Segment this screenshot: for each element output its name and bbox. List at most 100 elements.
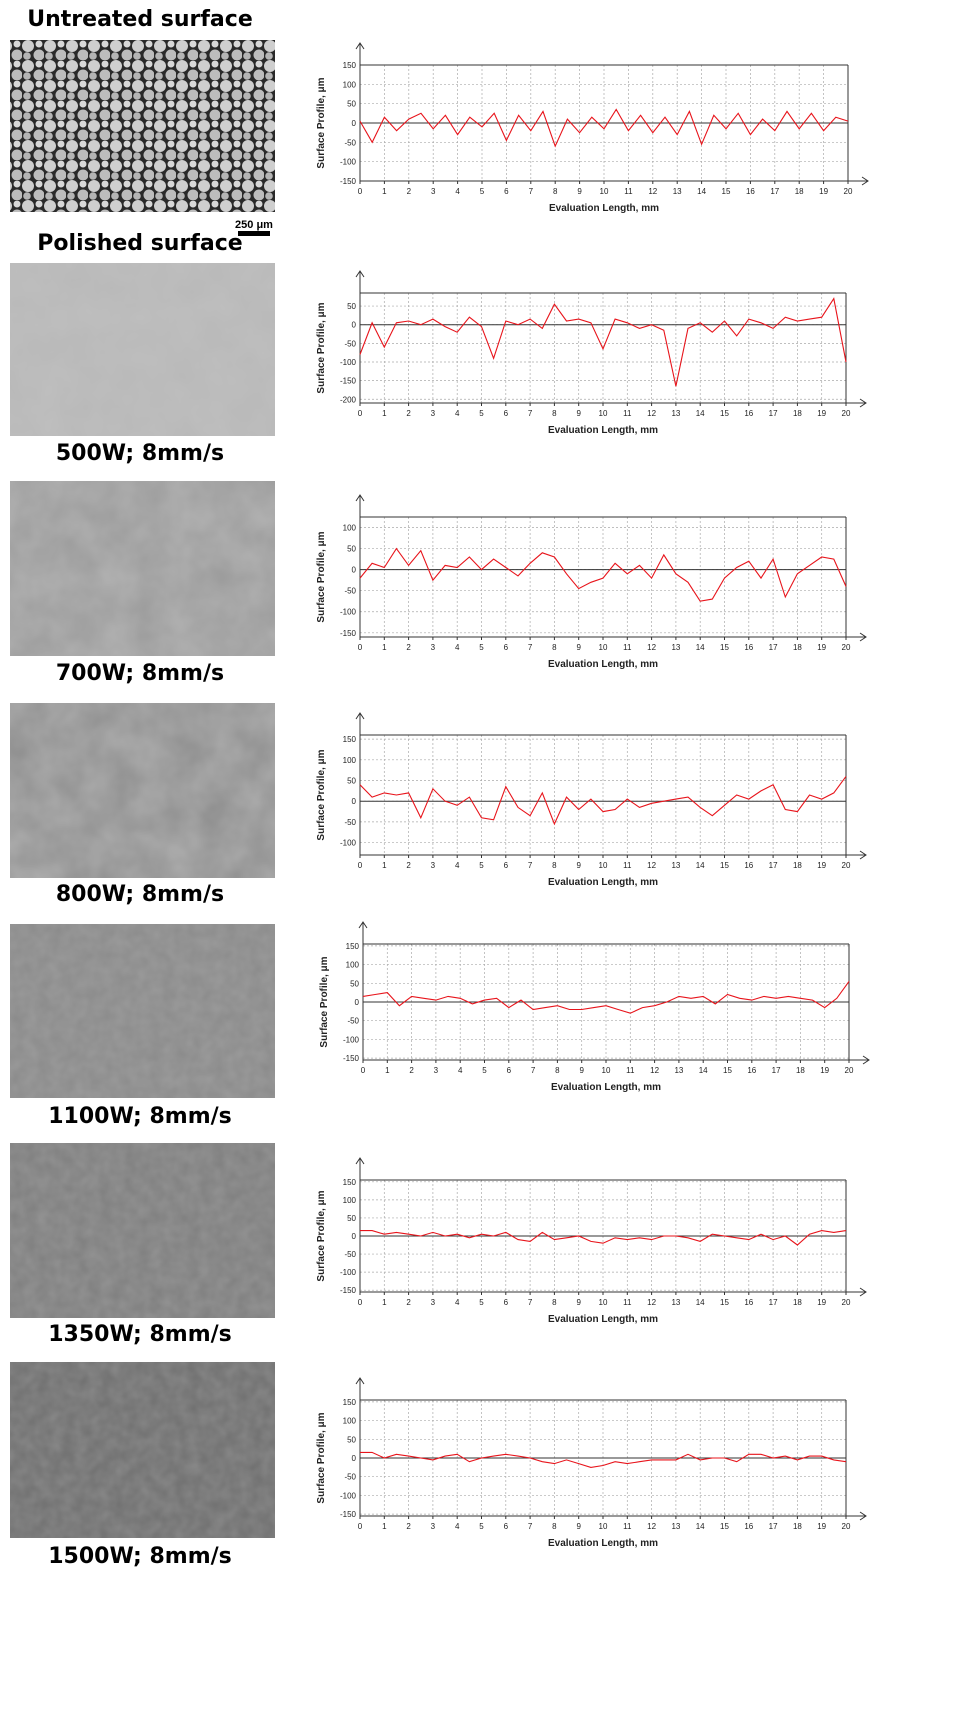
x-tick-label: 6 bbox=[504, 643, 509, 652]
x-tick-label: 7 bbox=[528, 643, 533, 652]
x-tick-label: 19 bbox=[819, 187, 828, 196]
y-axis-label: Surface Profile, μm bbox=[319, 956, 330, 1047]
x-tick-label: 3 bbox=[434, 1066, 439, 1075]
x-tick-label: 14 bbox=[696, 861, 705, 870]
x-tick-label: 19 bbox=[820, 1066, 829, 1075]
x-tick-label: 4 bbox=[455, 1522, 460, 1531]
x-tick-label: 12 bbox=[647, 643, 656, 652]
x-tick-label: 8 bbox=[552, 861, 557, 870]
x-tick-label: 9 bbox=[576, 1522, 581, 1531]
x-tick-label: 6 bbox=[504, 861, 509, 870]
x-tick-label: 18 bbox=[793, 409, 802, 418]
x-tick-label: 11 bbox=[623, 643, 632, 652]
x-axis-label: Evaluation Length, mm bbox=[551, 1082, 661, 1093]
x-tick-label: 0 bbox=[358, 861, 363, 870]
y-tick-label: -50 bbox=[344, 339, 356, 348]
y-tick-label: 150 bbox=[343, 1178, 357, 1187]
x-tick-label: 12 bbox=[648, 187, 657, 196]
x-tick-label: 16 bbox=[744, 1298, 753, 1307]
y-tick-label: 50 bbox=[347, 302, 356, 311]
x-tick-label: 7 bbox=[528, 1298, 533, 1307]
x-tick-label: 8 bbox=[552, 1298, 557, 1307]
y-tick-label: -100 bbox=[343, 1035, 360, 1044]
y-tick-label: -50 bbox=[347, 1017, 359, 1026]
x-tick-label: 5 bbox=[479, 643, 484, 652]
profile-line bbox=[359, 297, 847, 387]
y-tick-label: 100 bbox=[343, 1196, 357, 1205]
y-tick-label: 100 bbox=[343, 80, 357, 89]
x-tick-label: 8 bbox=[555, 1066, 560, 1075]
x-tick-label: 11 bbox=[624, 187, 633, 196]
y-tick-label: 0 bbox=[352, 797, 357, 806]
x-tick-label: 6 bbox=[504, 1298, 509, 1307]
x-tick-label: 15 bbox=[720, 409, 729, 418]
x-tick-label: 9 bbox=[577, 187, 582, 196]
x-tick-label: 9 bbox=[576, 643, 581, 652]
x-tick-label: 5 bbox=[480, 187, 485, 196]
x-axis-label: Evaluation Length, mm bbox=[548, 1314, 658, 1325]
x-tick-label: 11 bbox=[623, 1298, 632, 1307]
image-caption: 1100W; 8mm/s bbox=[48, 1104, 232, 1129]
y-axis-label: Surface Profile, μm bbox=[316, 302, 327, 393]
x-tick-label: 9 bbox=[579, 1066, 584, 1075]
x-tick-label: 13 bbox=[671, 1522, 680, 1531]
y-tick-label: 150 bbox=[343, 61, 357, 70]
x-tick-label: 8 bbox=[553, 187, 558, 196]
x-axis-arrow bbox=[859, 398, 867, 408]
y-axis-arrow bbox=[355, 494, 365, 502]
sem-texture bbox=[10, 703, 275, 878]
x-tick-label: 18 bbox=[793, 1522, 802, 1531]
y-tick-label: -100 bbox=[340, 839, 357, 848]
x-tick-label: 10 bbox=[599, 1522, 608, 1531]
x-tick-label: 17 bbox=[769, 643, 778, 652]
x-tick-label: 18 bbox=[795, 187, 804, 196]
x-tick-label: 0 bbox=[358, 187, 363, 196]
x-tick-label: 1 bbox=[382, 409, 387, 418]
y-tick-label: -100 bbox=[340, 1491, 357, 1500]
y-tick-label: -150 bbox=[340, 177, 357, 186]
x-tick-label: 17 bbox=[769, 409, 778, 418]
x-axis-arrow bbox=[859, 1287, 867, 1297]
x-tick-label: 17 bbox=[769, 1298, 778, 1307]
x-tick-label: 4 bbox=[458, 1066, 463, 1075]
x-tick-label: 3 bbox=[431, 187, 436, 196]
x-tick-label: 20 bbox=[842, 643, 851, 652]
sem-texture bbox=[10, 1143, 275, 1318]
x-tick-label: 20 bbox=[845, 1066, 854, 1075]
x-tick-label: 13 bbox=[674, 1066, 683, 1075]
x-tick-label: 11 bbox=[623, 861, 632, 870]
x-tick-label: 12 bbox=[650, 1066, 659, 1075]
x-tick-label: 13 bbox=[671, 1298, 680, 1307]
x-tick-label: 3 bbox=[431, 643, 436, 652]
x-tick-label: 1 bbox=[382, 643, 387, 652]
sem-texture bbox=[10, 1362, 275, 1538]
x-tick-label: 4 bbox=[455, 1298, 460, 1307]
image-caption: 700W; 8mm/s bbox=[56, 661, 224, 686]
x-tick-label: 12 bbox=[647, 1298, 656, 1307]
x-tick-label: 18 bbox=[793, 643, 802, 652]
x-tick-label: 2 bbox=[406, 409, 411, 418]
x-tick-label: 8 bbox=[552, 409, 557, 418]
x-tick-label: 19 bbox=[817, 1298, 826, 1307]
y-tick-label: -50 bbox=[344, 138, 356, 147]
x-tick-label: 1 bbox=[385, 1066, 390, 1075]
x-tick-label: 4 bbox=[455, 643, 460, 652]
x-tick-label: 19 bbox=[817, 409, 826, 418]
x-tick-label: 20 bbox=[842, 409, 851, 418]
x-tick-label: 12 bbox=[647, 861, 656, 870]
x-tick-label: 2 bbox=[409, 1066, 414, 1075]
x-tick-label: 11 bbox=[623, 1522, 632, 1531]
x-tick-label: 10 bbox=[599, 643, 608, 652]
x-axis-label: Evaluation Length, mm bbox=[548, 425, 658, 436]
x-tick-label: 9 bbox=[576, 409, 581, 418]
x-tick-label: 20 bbox=[844, 187, 853, 196]
y-tick-label: 0 bbox=[352, 1232, 357, 1241]
y-tick-label: 50 bbox=[347, 545, 356, 554]
x-tick-label: 11 bbox=[623, 409, 632, 418]
x-tick-label: 20 bbox=[842, 1298, 851, 1307]
x-tick-label: 14 bbox=[696, 1298, 705, 1307]
x-tick-label: 2 bbox=[406, 861, 411, 870]
x-tick-label: 14 bbox=[696, 409, 705, 418]
sem-texture bbox=[10, 263, 275, 436]
